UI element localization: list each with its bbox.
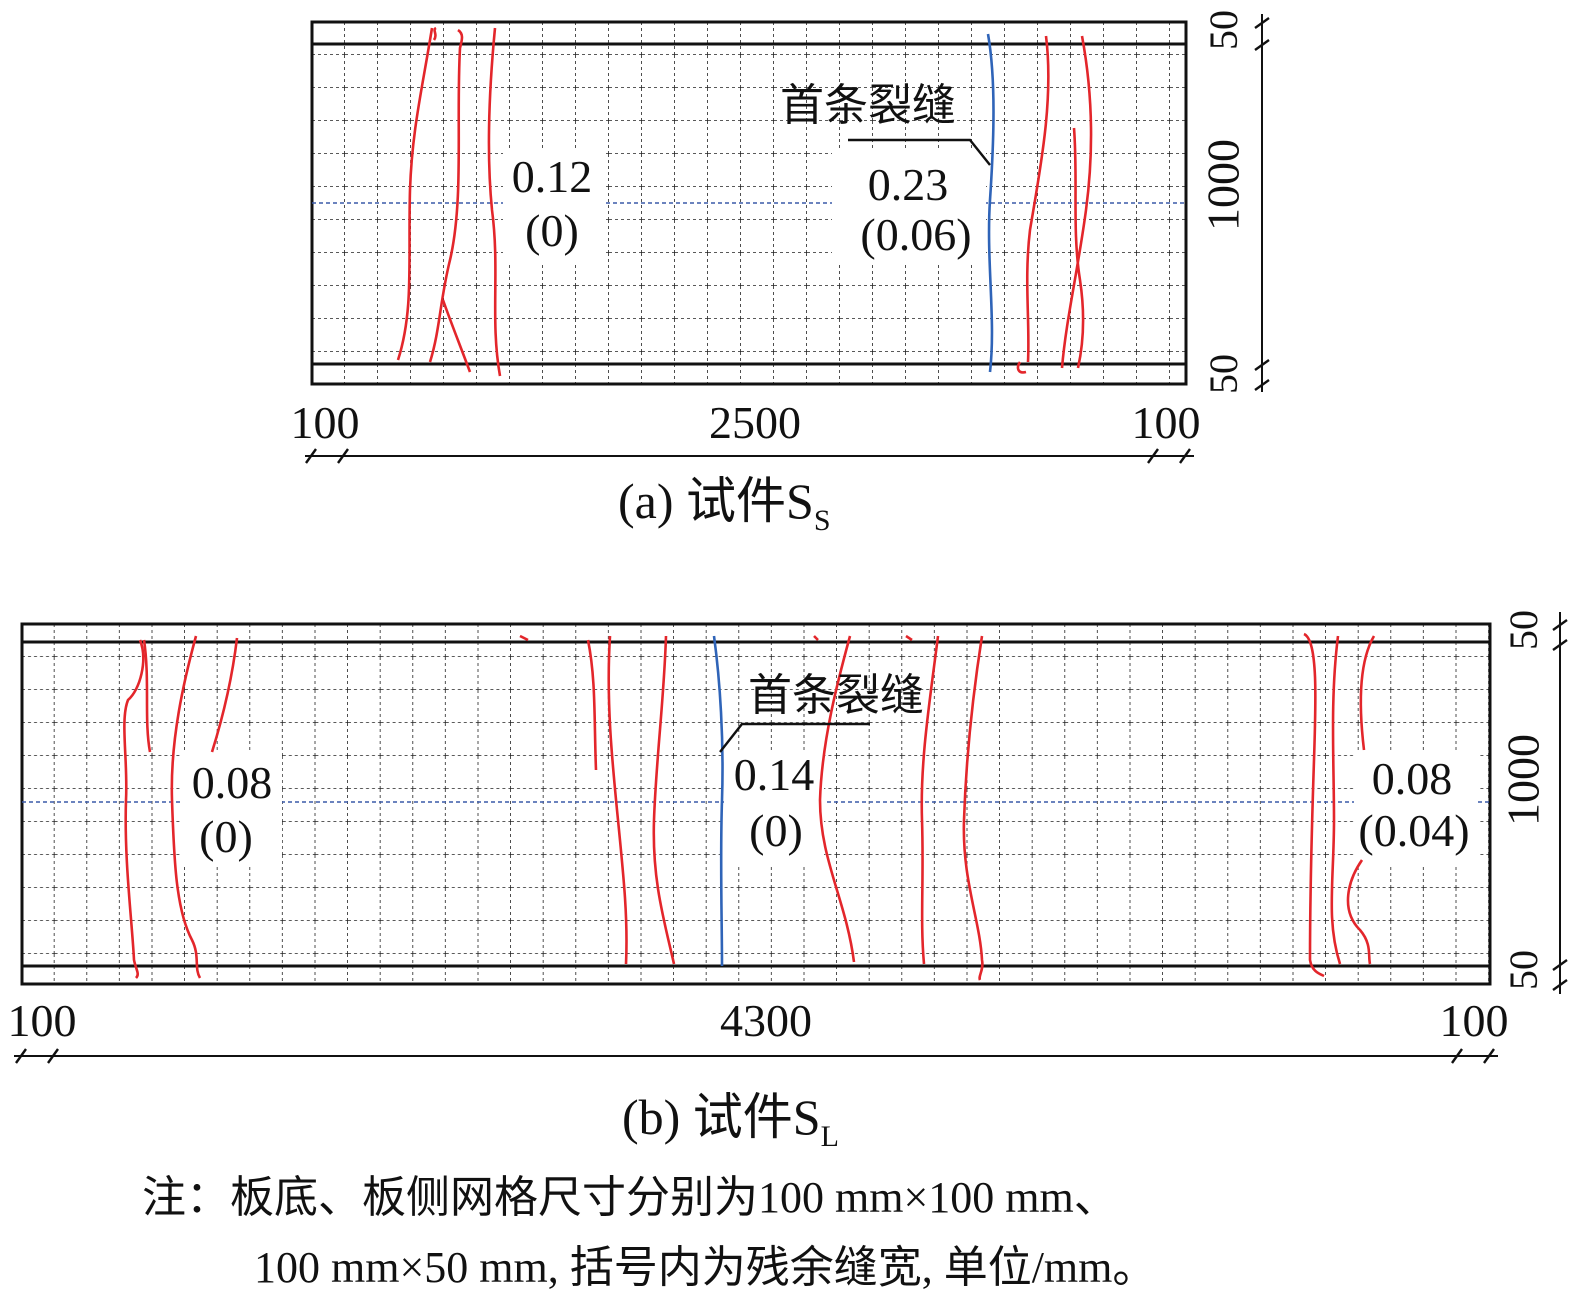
crack (1303, 632, 1325, 978)
crack (1359, 635, 1376, 751)
panel-b-horizontal-dimension: 100 4300 100 (8, 995, 1509, 1064)
panel-a-left-width: 0.12 (512, 151, 593, 202)
crack (1025, 35, 1050, 363)
panel-a-dim-left: 100 (291, 397, 360, 448)
panel-a-dim-mid: 2500 (709, 397, 801, 448)
panel-b-label-bg-left (182, 752, 282, 864)
panel-b-dim-left: 100 (8, 995, 77, 1046)
panel-a-dim-height: 1000 (1198, 139, 1249, 231)
crack (123, 639, 145, 979)
panel-a-right-width: 0.23 (868, 159, 949, 210)
panel-a-vertical-dimension: 50 1000 50 (1198, 10, 1270, 394)
crack (652, 635, 676, 965)
crack (920, 635, 940, 965)
panel-b-dim-right: 100 (1440, 995, 1509, 1046)
panel-a-left-residual: (0) (525, 205, 579, 256)
panel-b: 首条裂缝 0.08 (0) 0.14 (0) 0.08 (0.04) 100 4… (8, 610, 1568, 1153)
first-crack (712, 635, 724, 967)
panel-b-dim-height: 1000 (1498, 734, 1549, 826)
panel-b-dim-top: 50 (1501, 610, 1546, 650)
crack (428, 28, 464, 363)
crack (142, 639, 152, 753)
crack (962, 635, 984, 981)
panel-a-label-bg-left (503, 150, 605, 262)
crack (1330, 635, 1342, 965)
panel-b-mid-width: 0.14 (734, 749, 815, 800)
crack (519, 634, 529, 642)
panel-a-dim-bottom: 50 (1201, 354, 1246, 394)
panel-a: 首条裂缝 0.12 (0) 0.23 (0.06) 100 2500 100 5… (291, 10, 1270, 537)
first-crack (986, 33, 995, 373)
crack (1060, 35, 1093, 369)
crack (396, 27, 434, 361)
panel-b-mid-residual: (0) (749, 805, 803, 856)
panel-a-right-residual: (0.06) (860, 209, 971, 260)
panel-b-dim-bottom: 50 (1501, 950, 1546, 990)
crack (487, 27, 502, 377)
panel-a-leader-line (848, 138, 991, 166)
panel-b-right-width: 0.08 (1372, 753, 1453, 804)
crack (432, 26, 437, 41)
panel-b-leader-line (719, 722, 870, 753)
panel-a-dim-top: 50 (1201, 10, 1246, 50)
panel-a-dim-right: 100 (1132, 397, 1201, 448)
panel-b-caption: (b) 试件SL (622, 1089, 839, 1153)
panel-b-label-bg-mid (724, 752, 824, 864)
crack (1072, 127, 1085, 369)
panel-a-first-crack-label: 首条裂缝 (780, 81, 956, 130)
panel-a-caption: (a) 试件SS (618, 473, 831, 537)
panel-b-right-residual: (0.04) (1358, 805, 1469, 856)
crack (441, 299, 472, 373)
crack (1016, 361, 1027, 374)
panel-b-frame (20, 622, 1492, 986)
crack (586, 639, 598, 771)
crack (818, 635, 856, 963)
panel-b-vertical-dimension: 50 1000 50 (1498, 610, 1568, 994)
note-line-1: 注：板底、板侧网格尺寸分别为100 mm×100 mm、 (142, 1173, 1118, 1222)
panel-b-label-bg-right (1354, 752, 1478, 864)
panel-a-label-bg-right (832, 150, 986, 262)
crack (607, 635, 628, 965)
figure-note: 注：板底、板侧网格尺寸分别为100 mm×100 mm、 100 mm×50 m… (142, 1173, 1156, 1292)
panel-b-left-residual: (0) (199, 811, 253, 862)
panel-b-left-width: 0.08 (192, 757, 273, 808)
crack (1346, 859, 1372, 965)
panel-b-dim-mid: 4300 (720, 995, 812, 1046)
crack (813, 635, 819, 641)
panel-a-horizontal-dimension: 100 2500 100 (291, 397, 1201, 464)
crack (170, 635, 202, 979)
panel-b-first-crack-label: 首条裂缝 (748, 671, 924, 720)
note-line-2: 100 mm×50 mm, 括号内为残余缝宽, 单位/mm。 (254, 1243, 1156, 1292)
crack (905, 634, 913, 642)
crack (210, 637, 239, 753)
